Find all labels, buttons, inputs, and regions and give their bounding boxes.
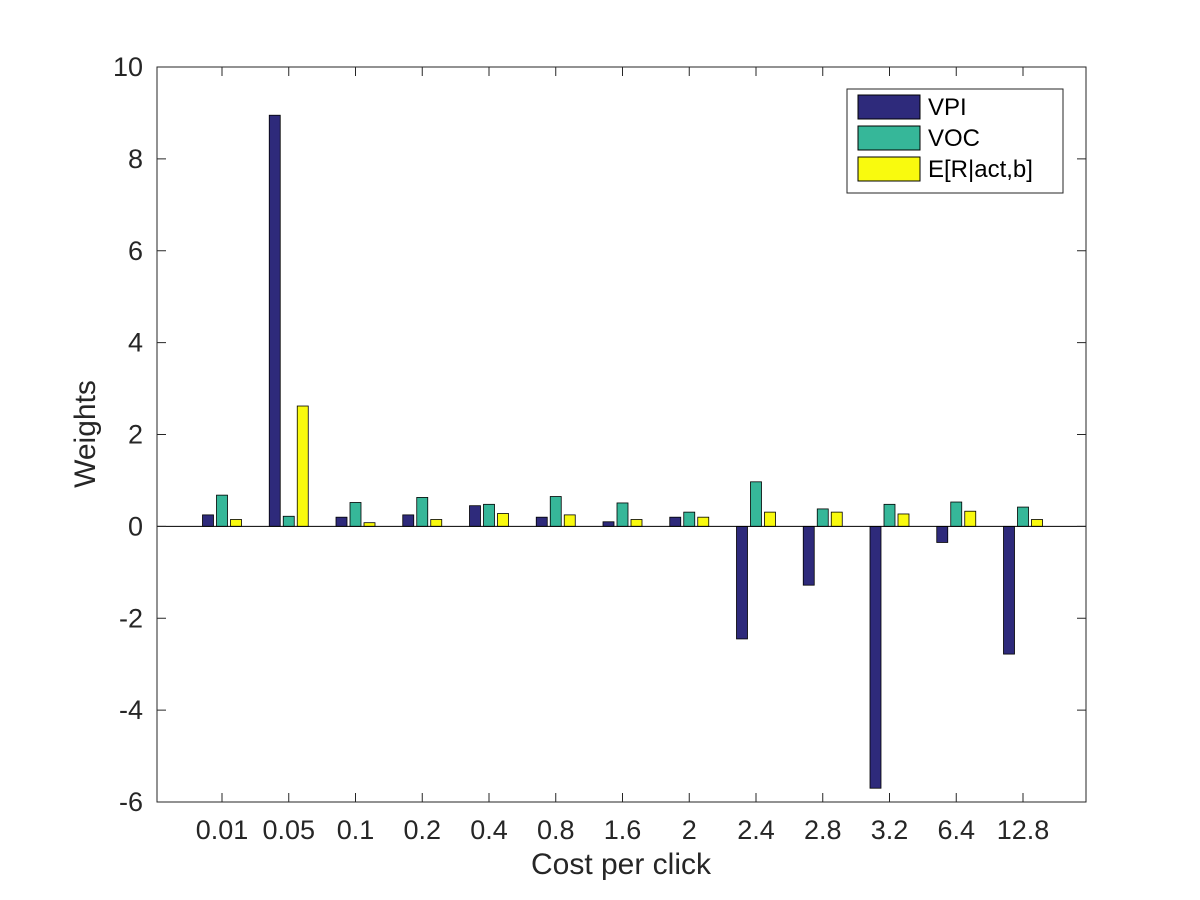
y-axis: -6 -4 -2 0 2 4 6 8 10 bbox=[113, 52, 1086, 817]
bar-vpi-0_05 bbox=[268, 114, 281, 527]
bar-voc-1_6 bbox=[616, 502, 629, 527]
bar-e-r-act-b-3_2 bbox=[897, 513, 910, 527]
legend-swatch-1 bbox=[857, 125, 921, 151]
bar-vpi-2 bbox=[669, 516, 682, 527]
bar-vpi-0_4 bbox=[469, 505, 481, 527]
bar-voc-12_8 bbox=[1017, 506, 1029, 527]
y-tick-label: 2 bbox=[128, 420, 143, 450]
x-tick-label: 2.8 bbox=[804, 815, 842, 845]
bar-voc-0_1 bbox=[349, 502, 362, 527]
bar-vpi-3_2 bbox=[869, 525, 882, 789]
bar-e-r-act-b-0_4 bbox=[497, 513, 509, 527]
bar-voc-0_8 bbox=[549, 496, 562, 527]
bar-vpi-0_01 bbox=[202, 514, 214, 527]
bar-e-r-act-b-0_2 bbox=[430, 519, 443, 527]
bar-voc-3_2 bbox=[883, 503, 896, 527]
legend-swatch-0 bbox=[857, 94, 921, 120]
x-tick-label: 0.2 bbox=[403, 815, 441, 845]
legend-label: VPI bbox=[928, 94, 967, 121]
y-tick-label: -6 bbox=[119, 787, 143, 817]
x-axis-label: Cost per click bbox=[531, 848, 712, 881]
x-tick-label: 0.05 bbox=[262, 815, 315, 845]
legend-swatch-2 bbox=[857, 156, 921, 182]
bar-voc-0_05 bbox=[282, 515, 295, 527]
x-tick-label: 3.2 bbox=[871, 815, 909, 845]
y-tick-label: 4 bbox=[128, 328, 143, 358]
y-tick-label: 0 bbox=[128, 511, 143, 541]
y-tick-label: 10 bbox=[113, 52, 143, 82]
x-tick-label: 0.01 bbox=[196, 815, 249, 845]
legend: VPI VOC E[R|act,b] bbox=[846, 88, 1064, 194]
bar-voc-2_8 bbox=[816, 508, 829, 527]
bar-e-r-act-b-2_4 bbox=[764, 511, 776, 527]
bar-voc-0_4 bbox=[483, 503, 495, 527]
bar-e-r-act-b-0_8 bbox=[563, 514, 576, 527]
bar-vpi-0_8 bbox=[535, 516, 548, 527]
y-tick-label: 6 bbox=[128, 236, 143, 266]
bar-vpi-0_2 bbox=[402, 514, 415, 527]
bar-vpi-0_1 bbox=[335, 516, 348, 527]
bar-voc-2_4 bbox=[750, 481, 762, 527]
x-tick-label: 12.8 bbox=[997, 815, 1050, 845]
x-axis: 0.01 0.05 0.1 0.2 0.4 0.8 1.6 2 2.4 2.8 3.2 6.4 12.8 bbox=[196, 67, 1050, 845]
bar-e-r-act-b-12_8 bbox=[1031, 519, 1043, 527]
x-tick-label: 2.4 bbox=[737, 815, 775, 845]
y-axis-label: Weights bbox=[69, 380, 102, 488]
x-tick-label: 6.4 bbox=[937, 815, 975, 845]
y-tick-label: -4 bbox=[119, 695, 143, 725]
bar-voc-0_2 bbox=[416, 497, 429, 527]
x-tick-label: 1.6 bbox=[604, 815, 642, 845]
bar-e-r-act-b-2 bbox=[697, 516, 710, 527]
x-tick-label: 0.8 bbox=[537, 815, 575, 845]
bar-vpi-2_8 bbox=[802, 525, 815, 586]
bar-voc-2 bbox=[683, 511, 696, 527]
bar-vpi-6_4 bbox=[936, 525, 949, 543]
legend-label: E[R|act,b] bbox=[928, 156, 1033, 183]
bar-e-r-act-b-0_01 bbox=[230, 519, 242, 527]
x-tick-label: 0.1 bbox=[337, 815, 375, 845]
x-tick-label: 2 bbox=[682, 815, 697, 845]
bar-e-r-act-b-1_6 bbox=[630, 519, 643, 527]
bars-group bbox=[202, 114, 1043, 789]
y-tick-label: 8 bbox=[128, 144, 143, 174]
bar-voc-6_4 bbox=[950, 501, 963, 527]
bar-vpi-1_6 bbox=[602, 521, 615, 527]
y-tick-label: -2 bbox=[119, 603, 143, 633]
bar-vpi-12_8 bbox=[1003, 525, 1015, 655]
x-tick-label: 0.4 bbox=[470, 815, 508, 845]
bar-voc-0_01 bbox=[216, 494, 228, 527]
bar-vpi-2_4 bbox=[736, 525, 748, 640]
bar-e-r-act-b-0_1 bbox=[363, 522, 376, 527]
bar-e-r-act-b-0_05 bbox=[296, 405, 309, 527]
bar-e-r-act-b-2_8 bbox=[830, 511, 843, 527]
bar-e-r-act-b-6_4 bbox=[964, 510, 977, 527]
legend-label: VOC bbox=[928, 125, 980, 152]
